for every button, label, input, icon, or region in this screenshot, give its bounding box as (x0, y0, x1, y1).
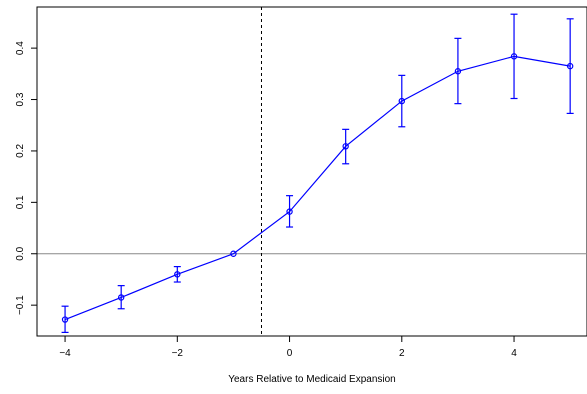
series-line (64, 55, 571, 321)
data-point (342, 143, 349, 150)
x-tick-label: 2 (399, 348, 405, 359)
data-point (286, 208, 293, 215)
x-tick-label: 4 (511, 348, 517, 359)
y-tick-label: 0.1 (15, 195, 26, 209)
y-tick-label: 0.0 (15, 246, 26, 260)
x-tick-label: −2 (172, 348, 184, 359)
data-point (566, 62, 574, 70)
y-tick-label: 0.4 (15, 41, 26, 55)
y-tick-label: 0.3 (15, 92, 26, 106)
data-point (510, 53, 518, 60)
data-point (398, 97, 405, 105)
data-point (454, 68, 462, 75)
data-point (174, 271, 181, 278)
data-point (61, 316, 69, 323)
plot-frame (36, 6, 587, 337)
x-tick-label: −4 (59, 348, 71, 359)
error-bars (61, 13, 574, 334)
data-point (117, 294, 125, 301)
y-tick-label: 0.2 (15, 144, 26, 158)
x-axis: −4 −2 0 2 4 (59, 335, 517, 359)
data-point (230, 250, 237, 257)
x-tick-label: 0 (287, 348, 293, 359)
series-lines (64, 55, 571, 321)
data-points (61, 53, 574, 323)
x-axis-title: Years Relative to Medicaid Expansion (228, 374, 396, 385)
y-tick-label: −0.1 (15, 295, 26, 315)
y-axis: −0.1 0.0 0.1 0.2 0.3 0.4 (15, 41, 38, 315)
reference-lines (37, 7, 587, 336)
